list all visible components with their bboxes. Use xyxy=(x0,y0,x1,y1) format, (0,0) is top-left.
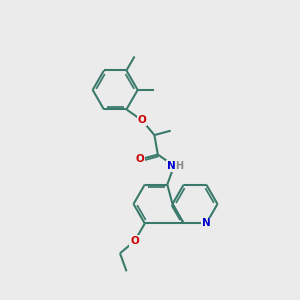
Text: H: H xyxy=(176,161,184,171)
Text: N: N xyxy=(167,161,176,171)
Text: N: N xyxy=(202,218,211,229)
Text: O: O xyxy=(130,236,139,246)
Text: O: O xyxy=(138,116,146,125)
Text: O: O xyxy=(136,154,144,164)
